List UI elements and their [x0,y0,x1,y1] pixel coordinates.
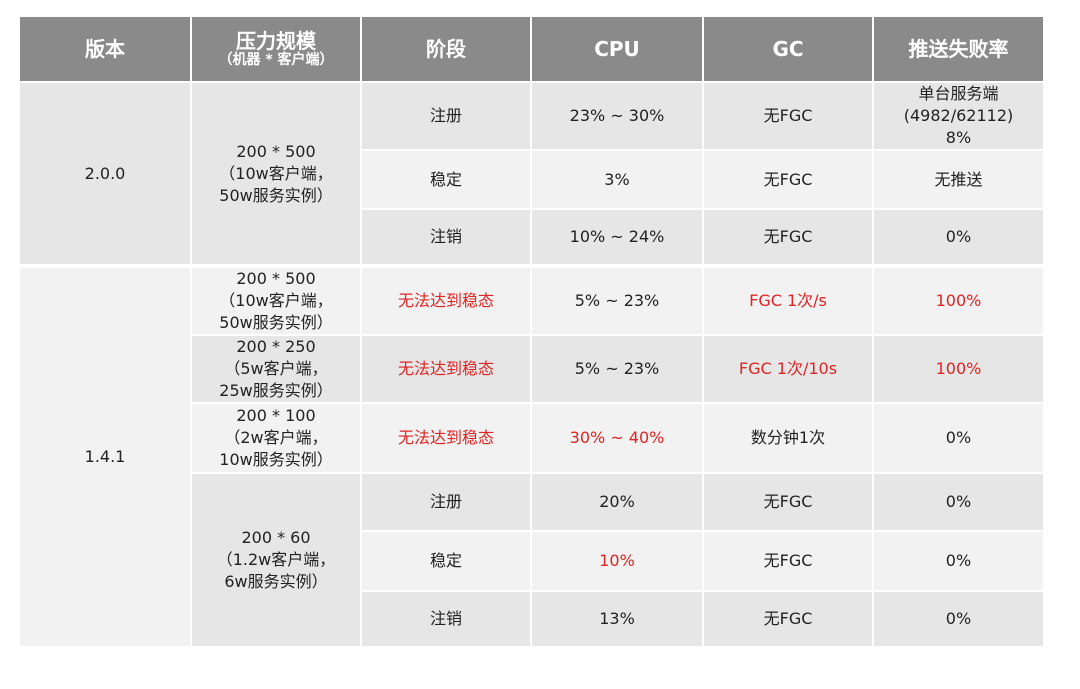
fail-cell: 0% [872,530,1045,592]
body-row: 2.0.0 200 * 500 （10w客户端， 50w服务实例） 注册 23% ~ 30… [18,81,1045,267]
cpu-cell: 20% [530,472,704,532]
header-text: 推送失败率 [908,37,1009,61]
body-row: 注销 10% ~ 24% 无FGC 0% [19,208,1045,267]
gc-cell: 无FGC [702,208,874,267]
body-row: 注销 13% 无FGC 0% [19,590,1045,648]
scale-line: 200 * 250 [236,337,316,356]
fail-cell: 0% [872,472,1045,532]
fail-cell: 0% [872,402,1045,474]
scale-line: （10w客户端， [219,163,333,183]
stage-cell: 稳定 [360,149,532,210]
scale-line: 200 * 500 [236,269,316,288]
fail-cell: 单台服务端 (4982/62112) 8% [872,81,1045,151]
stage-cell: 注册 [360,472,532,532]
scale-line: 200 * 500 [236,141,316,161]
header-text: CPU [594,37,640,61]
cpu-cell: 5% ~ 23% [530,334,704,404]
header-subtext: （机器 * 客户端） [218,52,334,68]
body-row: 200 * 60 （1.2w客户端， 6w服务实例） 注册 20% 无FGC 0% [19,472,1045,648]
fail-line: 单台服务端 [918,84,999,103]
fail-cell: 无推送 [872,149,1045,210]
scale-line: 50w服务实例） [219,313,333,332]
scale-cell: 200 * 250 （5w客户端， 25w服务实例） [190,334,362,404]
scale-line: （5w客户端， [224,359,328,378]
fail-cell: 100% [872,334,1045,404]
gc-cell: 无FGC [702,149,874,210]
header-cell: 阶段 [360,15,532,83]
scale-cell: 200 * 100 （2w客户端， 10w服务实例） [190,402,362,474]
results-table: 版本 压力规模 （机器 * 客户端） 阶段 CPU GC 推送失败率 2.0.0 200 * … [18,15,1045,648]
stage-cell: 注销 [360,590,532,648]
scale-line: 200 * 100 [236,406,316,425]
stage-cell: 稳定 [360,530,532,592]
header-text: GC [772,37,804,61]
scale-cell: 200 * 60 （1.2w客户端， 6w服务实例） [190,472,362,648]
cpu-cell: 3% [530,149,704,210]
body-row: 200 * 100 （2w客户端， 10w服务实例） 无法达到稳态 30% ~ 40% 数… [19,402,1045,474]
scale-line: （10w客户端， [219,291,333,310]
gc-cell: 数分钟1次 [702,402,874,474]
cpu-cell: 10% [530,530,704,592]
header-row: 版本 压力规模 （机器 * 客户端） 阶段 CPU GC 推送失败率 [18,15,1045,83]
scale-line: 10w服务实例） [219,450,333,469]
gc-cell: FGC 1次/10s [702,334,874,404]
scale-cell: 200 * 500 （10w客户端， 50w服务实例） [190,264,362,336]
stage-cell: 注册 [360,81,532,151]
fail-line: (4982/62112) [903,106,1014,125]
fail-cell: 0% [872,590,1045,648]
scale-line: （2w客户端， [224,428,328,447]
cpu-cell: 13% [530,590,704,648]
body-row: 1.4.1 200 * 500 （10w客户端， 50w服务实例） 无法达到稳态 5% ~… [18,264,1045,648]
scale-cell: 200 * 500 （10w客户端， 50w服务实例） [190,81,362,267]
header-text: 阶段 [426,37,466,61]
body-row: 稳定 10% 无FGC 0% [19,530,1045,592]
scale-line: 200 * 60 [241,528,311,547]
header-cell: 版本 [18,15,192,83]
body-row: 200 * 250 （5w客户端， 25w服务实例） 无法达到稳态 5% ~ 23% FG… [19,334,1045,404]
header-text: 版本 [85,37,125,61]
cpu-cell: 30% ~ 40% [530,402,704,474]
scale-line: 6w服务实例） [224,572,328,591]
gc-cell: FGC 1次/s [702,264,874,336]
header-text: 压力规模 [236,29,316,53]
header-cell: CPU [530,15,704,83]
cpu-cell: 10% ~ 24% [530,208,704,267]
stage-cell: 无法达到稳态 [360,264,532,336]
gc-cell: 无FGC [702,590,874,648]
cpu-cell: 5% ~ 23% [530,264,704,336]
gc-cell: 无FGC [702,81,874,151]
gc-cell: 无FGC [702,530,874,592]
version-cell: 2.0.0 [18,81,192,267]
header-cell: 压力规模 （机器 * 客户端） [190,15,362,83]
cpu-cell: 23% ~ 30% [530,81,704,151]
stage-cell: 无法达到稳态 [360,334,532,404]
body-row: 稳定 3% 无FGC 无推送 [19,149,1045,210]
fail-line: 8% [945,128,972,147]
scale-line: （1.2w客户端， [216,550,336,569]
stage-cell: 注销 [360,208,532,267]
header-cell: 推送失败率 [872,15,1045,83]
fail-cell: 100% [872,264,1045,336]
scale-line: 50w服务实例） [219,185,333,205]
stage-cell: 无法达到稳态 [360,402,532,474]
scale-line: 25w服务实例） [219,381,333,400]
version-cell: 1.4.1 [18,264,192,648]
header-cell: GC [702,15,874,83]
gc-cell: 无FGC [702,472,874,532]
fail-cell: 0% [872,208,1045,267]
